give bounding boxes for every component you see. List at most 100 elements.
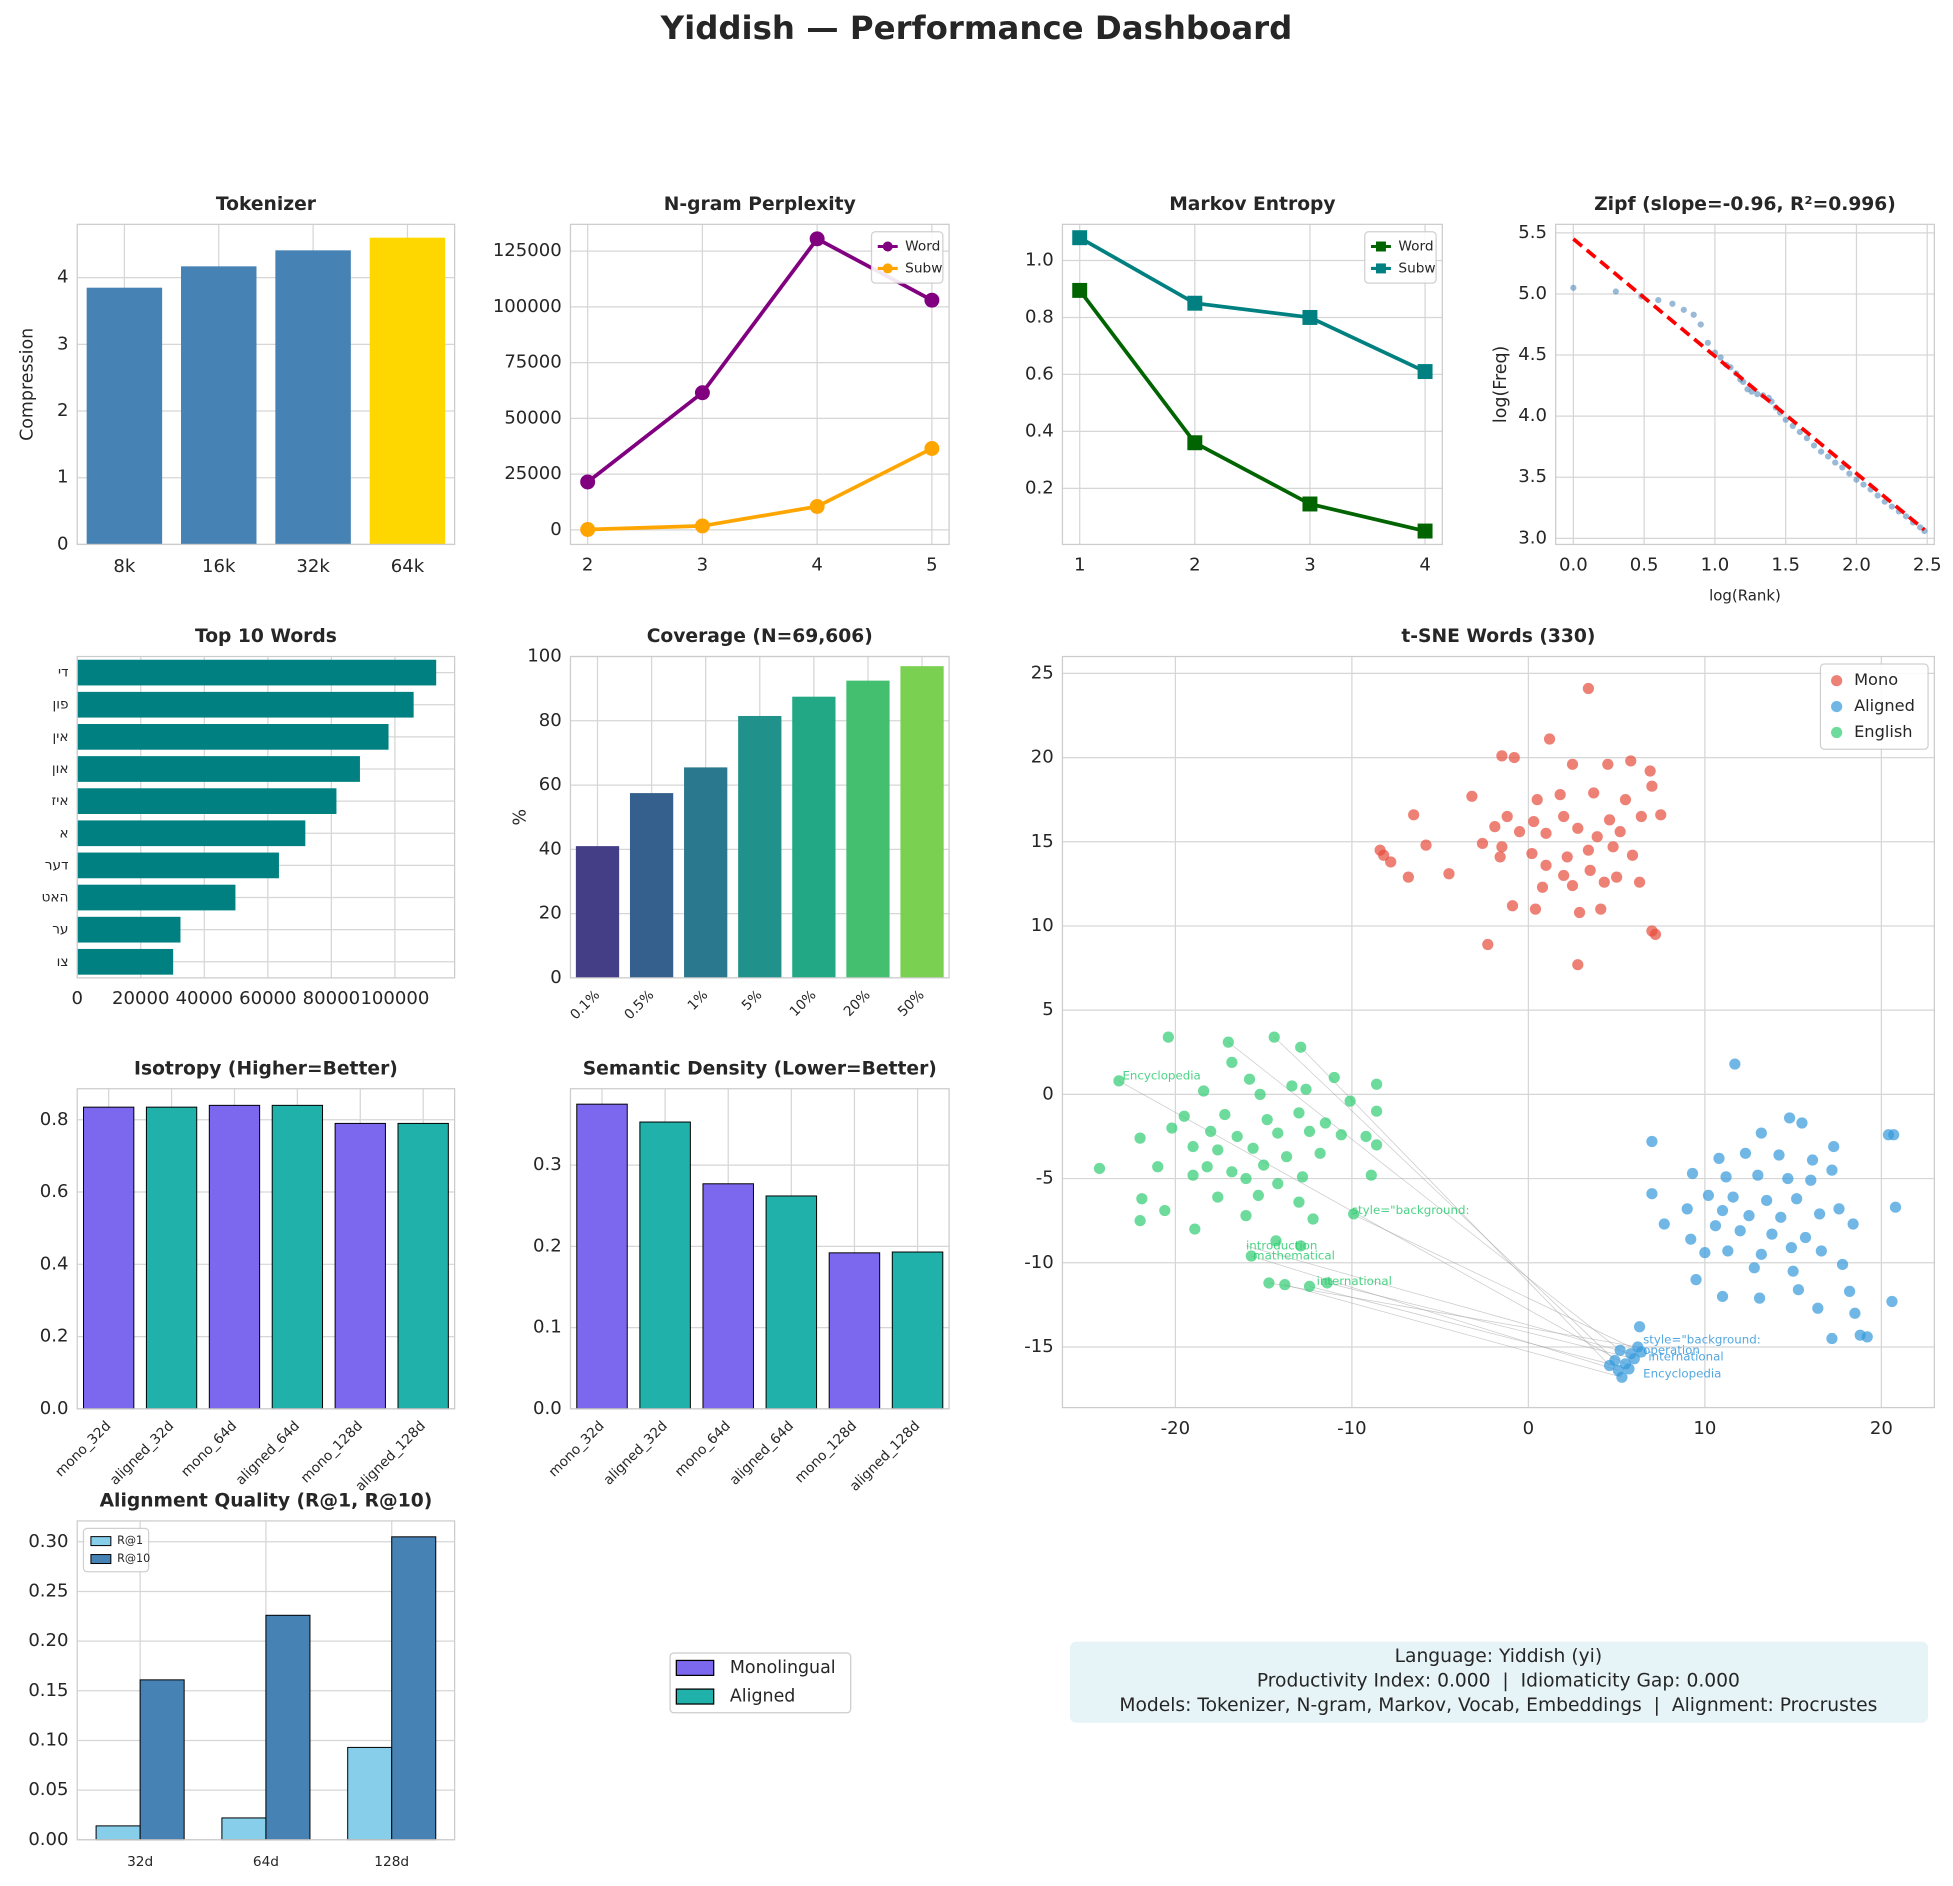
point <box>1187 435 1203 451</box>
point <box>694 385 710 401</box>
point <box>1633 1321 1646 1333</box>
point <box>1716 1290 1729 1303</box>
y-tick-label: דער <box>45 857 69 873</box>
point <box>1669 300 1676 307</box>
point <box>1496 841 1508 853</box>
point <box>1558 869 1570 882</box>
y-tick-label: 0.25 <box>28 1580 68 1601</box>
point <box>1536 881 1549 893</box>
y-tick-label: 0 <box>550 519 561 540</box>
y-tick-label: 0.1 <box>533 1317 562 1338</box>
link-line <box>1309 1285 1630 1370</box>
point <box>809 499 825 514</box>
point <box>1226 1056 1238 1068</box>
panel-title: Zipf (slope=-0.96, R²=0.996) <box>1594 194 1896 215</box>
point <box>1619 794 1632 806</box>
point <box>1716 1204 1729 1217</box>
x-tick-label: 20 <box>1870 1418 1893 1439</box>
y-tick-label: 80 <box>539 710 562 731</box>
panel-title: Isotropy (Higher=Better) <box>134 1058 398 1079</box>
point <box>1646 1135 1658 1148</box>
point <box>1902 513 1910 520</box>
point <box>1417 364 1433 380</box>
y-tick-label: אין <box>53 729 69 745</box>
point <box>1753 1292 1766 1304</box>
x-tick-label: 4 <box>811 555 822 576</box>
point <box>1205 1125 1217 1138</box>
legend-marker <box>1831 726 1843 739</box>
bar <box>77 756 360 782</box>
point <box>1680 306 1687 313</box>
point <box>1489 821 1501 833</box>
y-tick-label: 25000 <box>504 463 561 484</box>
point <box>1072 230 1088 246</box>
bar <box>846 680 890 978</box>
point <box>1888 503 1895 510</box>
point <box>1595 903 1607 915</box>
legend-label: Aligned <box>1854 696 1915 715</box>
point <box>1658 1218 1670 1230</box>
x-tick-label: 64d <box>253 1854 279 1870</box>
bar <box>391 1536 437 1841</box>
point <box>1755 1127 1767 1139</box>
y-tick-label: 75000 <box>504 352 561 373</box>
legend-patch <box>675 1659 715 1676</box>
point <box>1699 1247 1711 1259</box>
point <box>1874 492 1881 499</box>
bar <box>77 884 236 911</box>
legend-label: R@1 <box>117 1534 143 1547</box>
point <box>1833 1203 1845 1215</box>
point <box>1602 758 1614 770</box>
point <box>924 441 940 456</box>
point <box>1734 1225 1746 1237</box>
point <box>1344 1095 1356 1107</box>
bar <box>576 1103 628 1410</box>
y-tick-label: 0.0 <box>533 1398 562 1419</box>
point <box>1303 1280 1316 1292</box>
x-tick-label: 2.5 <box>1913 555 1942 576</box>
annotation: international <box>1648 1350 1723 1364</box>
point <box>1806 1154 1819 1166</box>
point <box>1603 814 1616 826</box>
y-tick-label: איז <box>52 793 69 809</box>
point <box>924 292 940 308</box>
point <box>1113 1075 1125 1087</box>
point <box>1466 790 1478 802</box>
point <box>580 522 596 537</box>
y-tick-label: 4.5 <box>1518 344 1547 365</box>
y-tick-label: א <box>59 825 68 841</box>
bar <box>891 1251 944 1410</box>
y-tick-label: האט <box>42 890 69 906</box>
point <box>1633 876 1646 888</box>
link-line <box>1268 1282 1638 1348</box>
y-tick-label: 60 <box>539 774 562 795</box>
y-tick-label: 0.4 <box>1025 420 1054 441</box>
plot-frame <box>76 1520 456 1841</box>
point <box>1261 1114 1273 1126</box>
point <box>1722 1245 1734 1257</box>
point <box>1385 856 1397 868</box>
point <box>1853 476 1860 483</box>
y-tick-label: צו <box>57 954 69 970</box>
point <box>1307 1213 1319 1225</box>
x-tick-label: 4 <box>1419 555 1430 576</box>
point <box>1817 448 1825 455</box>
bar <box>77 691 414 718</box>
x-tick-label: 80000 <box>303 988 360 1009</box>
point <box>1860 481 1867 488</box>
point <box>1815 1245 1827 1257</box>
point <box>1554 789 1566 801</box>
bar <box>181 266 257 545</box>
point <box>1513 826 1526 838</box>
point <box>1212 1144 1224 1156</box>
point <box>1189 1223 1201 1235</box>
plot-frame <box>569 223 950 546</box>
fit-line <box>1572 237 1926 532</box>
point <box>1832 459 1839 466</box>
bar <box>575 846 620 978</box>
plot-frame <box>569 1088 950 1410</box>
point <box>1572 959 1584 971</box>
point <box>1702 1189 1715 1202</box>
point <box>1754 391 1761 398</box>
bar <box>208 1104 261 1410</box>
